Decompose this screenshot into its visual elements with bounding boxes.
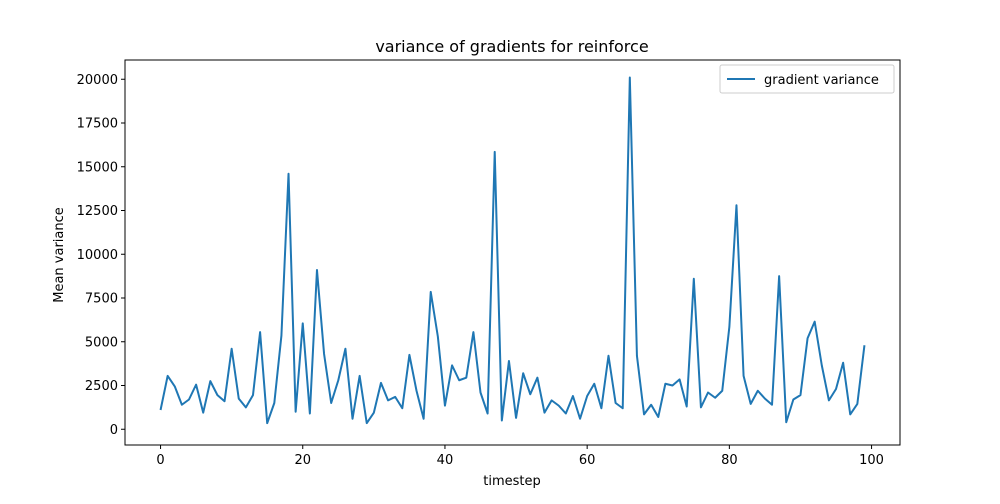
- series-layer: [159, 76, 866, 425]
- x-tick-label: 80: [721, 453, 738, 468]
- y-tick-label: 7500: [85, 292, 118, 307]
- x-tick-label: 0: [156, 453, 164, 468]
- chart-title: variance of gradients for reinforce: [375, 37, 648, 56]
- y-tick-label: 12500: [77, 204, 118, 219]
- x-axis-ticks: 0 20 40 60 80 100: [156, 445, 884, 468]
- x-tick-label: 20: [294, 453, 311, 468]
- legend-label: gradient variance: [764, 73, 879, 88]
- legend: gradient variance: [719, 64, 895, 94]
- y-tick-label: 0: [110, 423, 118, 438]
- x-tick-label: 100: [859, 453, 884, 468]
- legend-box: [719, 64, 895, 94]
- y-tick-label: 20000: [77, 73, 118, 88]
- y-tick-label: 10000: [77, 248, 118, 263]
- series-line-gradient-variance: [159, 76, 866, 425]
- x-tick-label: 60: [579, 453, 596, 468]
- y-axis-ticks: 0 2500 5000 7500 10000 12500 15000 17500 20000: [77, 73, 125, 438]
- axes-frame: [124, 59, 901, 446]
- y-axis-label: Mean variance: [52, 207, 67, 303]
- x-axis-label: timestep: [483, 474, 541, 489]
- x-tick-label: 40: [437, 453, 454, 468]
- y-tick-label: 15000: [77, 160, 118, 175]
- plot-area: 0 2500 5000 7500 10000 12500 15000 17500 20000 0…: [77, 59, 901, 468]
- y-tick-label: 5000: [85, 335, 118, 350]
- y-tick-label: 17500: [77, 117, 118, 132]
- y-tick-label: 2500: [85, 379, 118, 394]
